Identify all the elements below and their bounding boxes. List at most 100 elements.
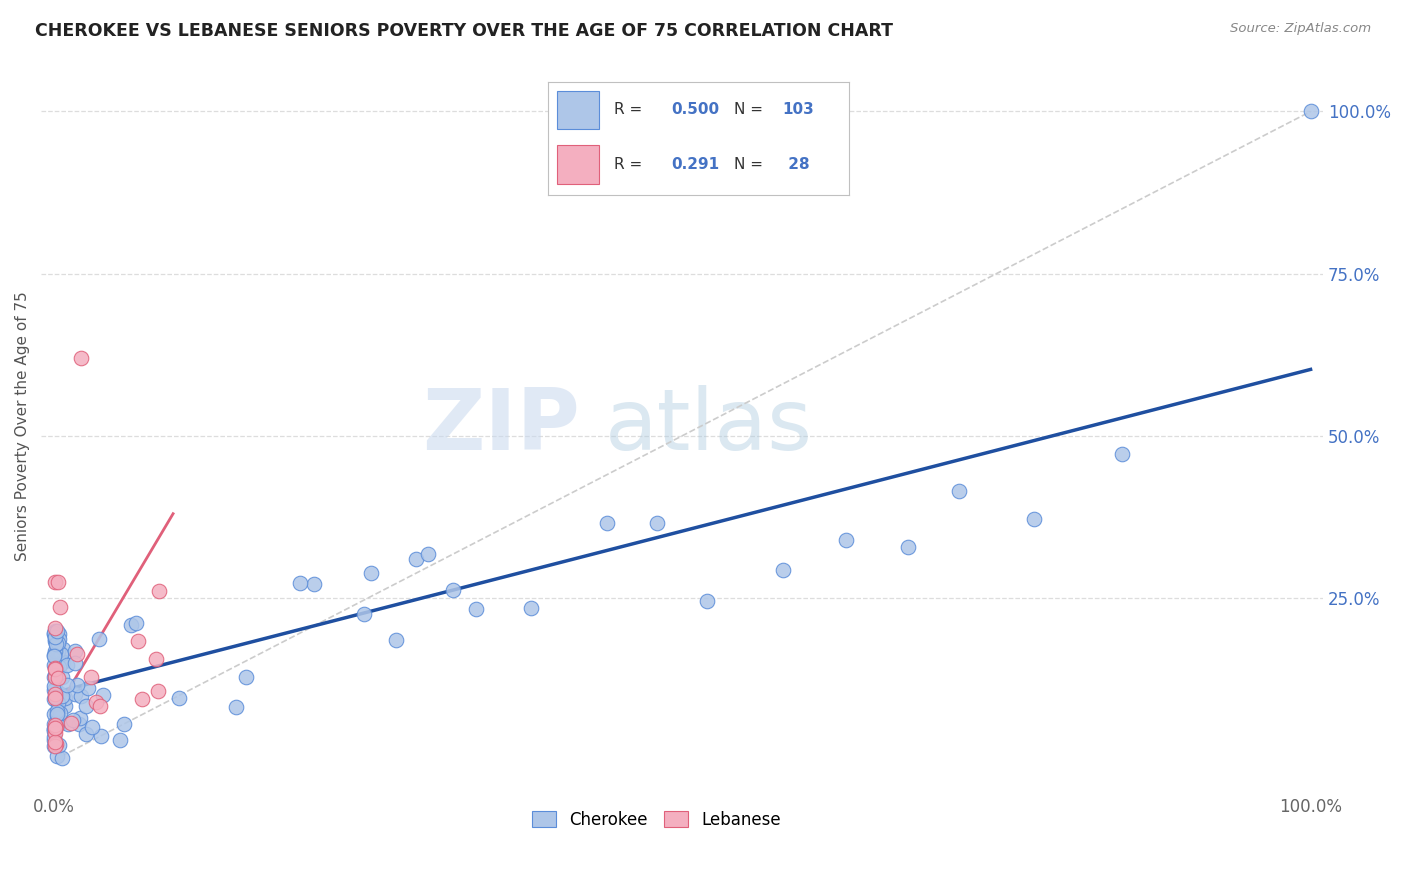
Point	[44, 739, 66, 753]
Point	[51, 657, 73, 671]
Point	[44, 690, 66, 705]
Point	[42, 730, 65, 744]
Text: CHEROKEE VS LEBANESE SENIORS POVERTY OVER THE AGE OF 75 CORRELATION CHART: CHEROKEE VS LEBANESE SENIORS POVERTY OVE…	[35, 22, 893, 40]
Point	[772, 563, 794, 577]
Point	[418, 547, 440, 561]
Point	[82, 720, 104, 734]
Point	[948, 483, 970, 498]
Point	[596, 516, 619, 530]
Point	[46, 662, 69, 676]
Point	[89, 699, 111, 714]
Point	[69, 717, 91, 731]
Point	[44, 661, 66, 675]
Point	[44, 687, 66, 701]
Point	[51, 751, 73, 765]
Point	[45, 688, 67, 702]
Point	[52, 642, 75, 657]
Point	[645, 516, 668, 530]
Point	[44, 632, 66, 647]
Point	[44, 682, 66, 697]
Point	[66, 647, 89, 661]
Point	[46, 624, 69, 638]
Point	[42, 706, 65, 721]
Point	[42, 670, 65, 684]
Point	[56, 678, 79, 692]
Point	[48, 685, 70, 699]
Point	[42, 679, 65, 693]
Point	[42, 739, 65, 753]
Point	[45, 720, 67, 734]
Point	[69, 711, 91, 725]
Point	[131, 692, 153, 706]
Point	[405, 552, 427, 566]
Point	[897, 540, 920, 554]
Point	[353, 607, 375, 622]
Point	[45, 704, 67, 718]
Point	[834, 533, 856, 548]
Point	[42, 626, 65, 640]
Point	[167, 690, 190, 705]
Point	[42, 657, 65, 672]
Point	[44, 621, 66, 635]
Point	[108, 732, 131, 747]
Point	[63, 644, 86, 658]
Point	[112, 717, 135, 731]
Point	[44, 630, 66, 644]
Point	[44, 726, 66, 740]
Point	[146, 684, 169, 698]
Point	[44, 667, 66, 681]
Point	[48, 659, 70, 673]
Point	[46, 748, 69, 763]
Point	[44, 624, 66, 639]
Text: ZIP: ZIP	[422, 384, 579, 467]
Point	[48, 738, 70, 752]
Point	[51, 647, 73, 661]
Point	[42, 627, 65, 641]
Point	[66, 678, 89, 692]
Point	[44, 662, 66, 676]
Point	[42, 723, 65, 737]
Point	[75, 699, 97, 714]
Point	[44, 717, 66, 731]
Point	[148, 584, 170, 599]
Point	[42, 733, 65, 747]
Point	[464, 602, 486, 616]
Point	[44, 722, 66, 736]
Point	[44, 644, 66, 658]
Point	[145, 652, 167, 666]
Point	[45, 738, 67, 752]
Point	[46, 716, 69, 731]
Text: Source: ZipAtlas.com: Source: ZipAtlas.com	[1230, 22, 1371, 36]
Point	[235, 670, 257, 684]
Point	[76, 681, 98, 695]
Point	[44, 634, 66, 648]
Point	[49, 706, 72, 721]
Point	[55, 657, 77, 672]
Point	[42, 692, 65, 706]
Point	[80, 670, 103, 684]
Point	[51, 714, 73, 729]
Point	[45, 717, 67, 731]
Point	[127, 633, 149, 648]
Point	[46, 574, 69, 589]
Point	[1022, 511, 1045, 525]
Point	[302, 577, 325, 591]
Point	[42, 683, 65, 698]
Point	[46, 644, 69, 658]
Point	[49, 599, 72, 614]
Point	[55, 698, 77, 713]
Point	[696, 593, 718, 607]
Point	[48, 627, 70, 641]
Point	[44, 723, 66, 738]
Point	[63, 657, 86, 671]
Point	[225, 699, 247, 714]
Point	[44, 690, 66, 704]
Point	[44, 650, 66, 665]
Point	[1111, 447, 1133, 461]
Point	[46, 671, 69, 685]
Point	[52, 655, 75, 669]
Y-axis label: Seniors Poverty Over the Age of 75: Seniors Poverty Over the Age of 75	[15, 292, 30, 561]
Point	[120, 617, 142, 632]
Point	[75, 727, 97, 741]
Text: atlas: atlas	[605, 384, 813, 467]
